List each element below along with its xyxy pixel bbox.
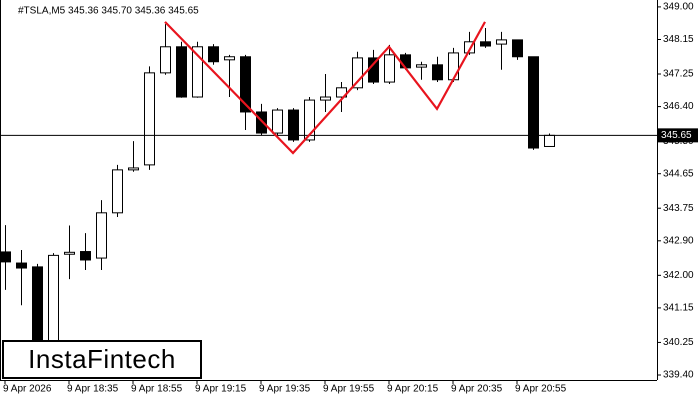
candle-body <box>144 72 155 166</box>
x-tick-label: 9 Apr 19:35 <box>259 384 311 395</box>
candle-body <box>512 39 523 58</box>
candle-body <box>496 39 507 45</box>
candle-body <box>256 111 267 134</box>
pattern-line <box>164 21 486 155</box>
candle-body <box>528 56 539 149</box>
y-tick-label: 346.40 <box>663 101 694 112</box>
candle-body <box>16 262 27 269</box>
x-tick-label: 9 Apr 20:55 <box>515 384 567 395</box>
candle-body <box>272 109 283 134</box>
x-tick-label: 9 Apr 19:15 <box>195 384 247 395</box>
candle-body <box>0 251 11 263</box>
y-tick-label: 342.90 <box>663 235 694 246</box>
candle-body <box>192 46 203 98</box>
x-tick-label: 9 Apr 19:55 <box>323 384 375 395</box>
y-tick-label: 341.15 <box>663 303 694 314</box>
x-tick-label: 9 Apr 18:35 <box>67 384 119 395</box>
x-tick-label: 9 Apr 20:35 <box>451 384 503 395</box>
candle-body <box>160 46 171 74</box>
y-tick-label: 349.00 <box>663 2 694 13</box>
candle-body <box>128 167 139 171</box>
chart-title: #TSLA,M5 345.36 345.70 345.36 345.65 <box>18 6 199 17</box>
y-tick-label: 339.40 <box>663 370 694 381</box>
candle-body <box>288 109 299 141</box>
logo-box <box>2 340 202 379</box>
candle-body <box>480 41 491 47</box>
x-tick-label: 9 Apr 18:55 <box>131 384 183 395</box>
candle-body <box>416 64 427 68</box>
x-tick-label: 9 Apr 2026 <box>3 384 52 395</box>
candle-body <box>320 96 331 101</box>
candle-body <box>80 251 91 261</box>
y-tick-label: 348.15 <box>663 34 694 45</box>
candle-body <box>64 251 75 255</box>
price-label: 345.65 <box>661 130 692 141</box>
candle-body <box>544 134 555 147</box>
candle-body <box>304 99 315 141</box>
candle-body <box>352 57 363 89</box>
price-label-box <box>658 128 698 143</box>
y-tick-label: 347.25 <box>663 69 694 80</box>
y-tick-label: 342.00 <box>663 270 694 281</box>
y-tick-label: 340.25 <box>663 337 694 348</box>
y-tick-label: 344.65 <box>663 168 694 179</box>
candle-body <box>400 54 411 69</box>
candle-body <box>112 169 123 214</box>
candle-body <box>432 64 443 81</box>
candle-body <box>96 212 107 259</box>
candle-body <box>176 46 187 98</box>
candle-body <box>448 52 459 81</box>
x-tick-label: 9 Apr 20:15 <box>387 384 439 395</box>
logo: InstaFintech <box>28 344 176 374</box>
y-tick-label: 343.75 <box>663 203 694 214</box>
candle-body <box>464 41 475 54</box>
candle-body <box>240 56 251 113</box>
candle-body <box>224 56 235 61</box>
candle-body <box>384 54 395 83</box>
candle-body <box>208 46 219 63</box>
